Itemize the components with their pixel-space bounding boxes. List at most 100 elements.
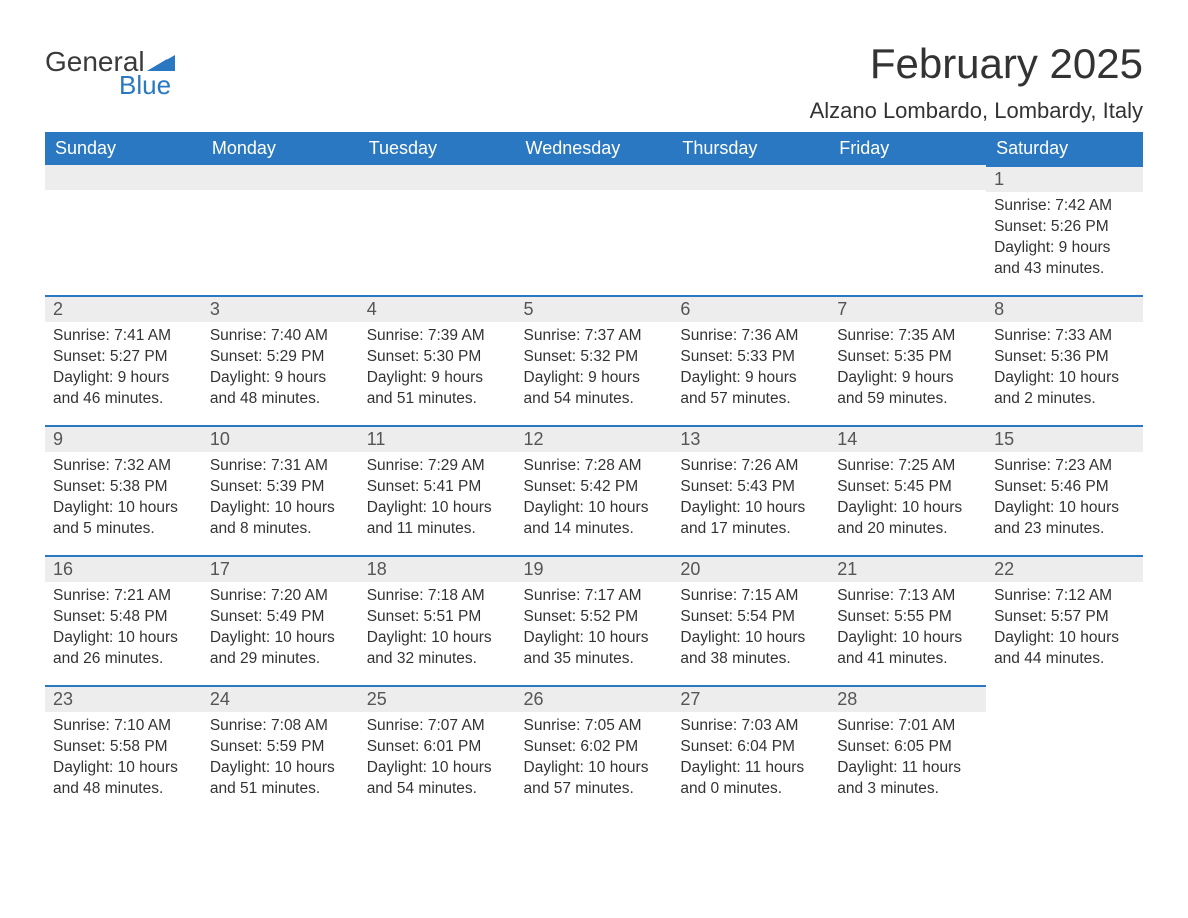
day-body: Sunrise: 7:10 AMSunset: 5:58 PMDaylight:…: [45, 712, 202, 810]
calendar-cell: 3Sunrise: 7:40 AMSunset: 5:29 PMDaylight…: [202, 295, 359, 425]
calendar-cell: 22Sunrise: 7:12 AMSunset: 5:57 PMDayligh…: [986, 555, 1143, 685]
day-wrap: [202, 165, 359, 190]
day-wrap: 1Sunrise: 7:42 AMSunset: 5:26 PMDaylight…: [986, 165, 1143, 290]
sunset-line: Sunset: 5:32 PM: [524, 347, 665, 368]
sunset-line: Sunset: 5:36 PM: [994, 347, 1135, 368]
sunset-line: Sunset: 5:55 PM: [837, 607, 978, 628]
day-body: Sunrise: 7:26 AMSunset: 5:43 PMDaylight:…: [672, 452, 829, 550]
day-number: 2: [45, 297, 202, 322]
day-number: 18: [359, 557, 516, 582]
day-body: Sunrise: 7:03 AMSunset: 6:04 PMDaylight:…: [672, 712, 829, 810]
day-number: 28: [829, 687, 986, 712]
day-body: Sunrise: 7:20 AMSunset: 5:49 PMDaylight:…: [202, 582, 359, 680]
day-wrap: 21Sunrise: 7:13 AMSunset: 5:55 PMDayligh…: [829, 555, 986, 680]
daylight-line: Daylight: 10 hours and 32 minutes.: [367, 628, 508, 670]
daylight-line: Daylight: 9 hours and 54 minutes.: [524, 368, 665, 410]
day-wrap: 26Sunrise: 7:05 AMSunset: 6:02 PMDayligh…: [516, 685, 673, 810]
calendar-cell: 14Sunrise: 7:25 AMSunset: 5:45 PMDayligh…: [829, 425, 986, 555]
day-body: Sunrise: 7:29 AMSunset: 5:41 PMDaylight:…: [359, 452, 516, 550]
sunrise-line: Sunrise: 7:36 AM: [680, 326, 821, 347]
calendar-cell: [986, 685, 1143, 815]
daylight-line: Daylight: 11 hours and 0 minutes.: [680, 758, 821, 800]
sunset-line: Sunset: 5:51 PM: [367, 607, 508, 628]
calendar-cell: 21Sunrise: 7:13 AMSunset: 5:55 PMDayligh…: [829, 555, 986, 685]
day-number: 17: [202, 557, 359, 582]
sunset-line: Sunset: 6:02 PM: [524, 737, 665, 758]
day-number: 23: [45, 687, 202, 712]
day-wrap: 4Sunrise: 7:39 AMSunset: 5:30 PMDaylight…: [359, 295, 516, 420]
sunset-line: Sunset: 5:30 PM: [367, 347, 508, 368]
day-number: 12: [516, 427, 673, 452]
day-body: Sunrise: 7:39 AMSunset: 5:30 PMDaylight:…: [359, 322, 516, 420]
weekday-header: Tuesday: [359, 132, 516, 165]
calendar-cell: 1Sunrise: 7:42 AMSunset: 5:26 PMDaylight…: [986, 165, 1143, 295]
day-number: 22: [986, 557, 1143, 582]
day-wrap: 24Sunrise: 7:08 AMSunset: 5:59 PMDayligh…: [202, 685, 359, 810]
title-block: February 2025 Alzano Lombardo, Lombardy,…: [810, 40, 1143, 124]
day-wrap: 27Sunrise: 7:03 AMSunset: 6:04 PMDayligh…: [672, 685, 829, 810]
sunset-line: Sunset: 5:58 PM: [53, 737, 194, 758]
sunset-line: Sunset: 5:35 PM: [837, 347, 978, 368]
day-wrap: 10Sunrise: 7:31 AMSunset: 5:39 PMDayligh…: [202, 425, 359, 550]
day-body: Sunrise: 7:40 AMSunset: 5:29 PMDaylight:…: [202, 322, 359, 420]
calendar-cell: 4Sunrise: 7:39 AMSunset: 5:30 PMDaylight…: [359, 295, 516, 425]
sunset-line: Sunset: 5:41 PM: [367, 477, 508, 498]
calendar-cell: 19Sunrise: 7:17 AMSunset: 5:52 PMDayligh…: [516, 555, 673, 685]
day-body: Sunrise: 7:07 AMSunset: 6:01 PMDaylight:…: [359, 712, 516, 810]
daylight-line: Daylight: 10 hours and 2 minutes.: [994, 368, 1135, 410]
daylight-line: Daylight: 9 hours and 43 minutes.: [994, 238, 1135, 280]
day-number: 10: [202, 427, 359, 452]
calendar-header-row: SundayMondayTuesdayWednesdayThursdayFrid…: [45, 132, 1143, 165]
daylight-line: Daylight: 10 hours and 48 minutes.: [53, 758, 194, 800]
sunrise-line: Sunrise: 7:15 AM: [680, 586, 821, 607]
daylight-line: Daylight: 9 hours and 48 minutes.: [210, 368, 351, 410]
day-wrap: 9Sunrise: 7:32 AMSunset: 5:38 PMDaylight…: [45, 425, 202, 550]
daylight-line: Daylight: 10 hours and 35 minutes.: [524, 628, 665, 670]
day-number: [516, 165, 673, 190]
sunset-line: Sunset: 5:39 PM: [210, 477, 351, 498]
calendar-cell: 15Sunrise: 7:23 AMSunset: 5:46 PMDayligh…: [986, 425, 1143, 555]
day-number: 21: [829, 557, 986, 582]
day-wrap: 18 Sunrise: 7:18 AMSunset: 5:51 PMDayligh…: [359, 555, 516, 680]
calendar-row: 2Sunrise: 7:41 AMSunset: 5:27 PMDaylight…: [45, 295, 1143, 425]
day-body: Sunrise: 7:28 AMSunset: 5:42 PMDaylight:…: [516, 452, 673, 550]
day-number: 5: [516, 297, 673, 322]
daylight-line: Daylight: 10 hours and 29 minutes.: [210, 628, 351, 670]
sunset-line: Sunset: 5:57 PM: [994, 607, 1135, 628]
sunset-line: Sunset: 6:05 PM: [837, 737, 978, 758]
sunrise-line: Sunrise: 7:42 AM: [994, 196, 1135, 217]
day-number: 9: [45, 427, 202, 452]
day-wrap: 20Sunrise: 7:15 AMSunset: 5:54 PMDayligh…: [672, 555, 829, 680]
day-wrap: 14Sunrise: 7:25 AMSunset: 5:45 PMDayligh…: [829, 425, 986, 550]
brand-word2: Blue: [119, 70, 175, 101]
day-wrap: [516, 165, 673, 190]
day-wrap: 5Sunrise: 7:37 AMSunset: 5:32 PMDaylight…: [516, 295, 673, 420]
weekday-header: Friday: [829, 132, 986, 165]
daylight-line: Daylight: 10 hours and 38 minutes.: [680, 628, 821, 670]
day-body: Sunrise: 7:33 AMSunset: 5:36 PMDaylight:…: [986, 322, 1143, 420]
calendar-cell: 8Sunrise: 7:33 AMSunset: 5:36 PMDaylight…: [986, 295, 1143, 425]
brand-triangle-icon: [147, 53, 175, 71]
sunset-line: Sunset: 5:29 PM: [210, 347, 351, 368]
sunrise-line: Sunrise: 7:13 AM: [837, 586, 978, 607]
sunset-line: Sunset: 5:38 PM: [53, 477, 194, 498]
day-number: 25: [359, 687, 516, 712]
day-wrap: [45, 165, 202, 190]
day-wrap: 25Sunrise: 7:07 AMSunset: 6:01 PMDayligh…: [359, 685, 516, 810]
day-body: Sunrise: 7:01 AMSunset: 6:05 PMDaylight:…: [829, 712, 986, 810]
day-wrap: 7Sunrise: 7:35 AMSunset: 5:35 PMDaylight…: [829, 295, 986, 420]
sunrise-line: Sunrise: 7:28 AM: [524, 456, 665, 477]
sunrise-line: Sunrise: 7:18 AM: [367, 586, 508, 607]
daylight-line: Daylight: 9 hours and 57 minutes.: [680, 368, 821, 410]
day-wrap: [672, 165, 829, 190]
day-wrap: 13Sunrise: 7:26 AMSunset: 5:43 PMDayligh…: [672, 425, 829, 550]
calendar-cell: 16Sunrise: 7:21 AMSunset: 5:48 PMDayligh…: [45, 555, 202, 685]
day-number: [359, 165, 516, 190]
day-body: Sunrise: 7:08 AMSunset: 5:59 PMDaylight:…: [202, 712, 359, 810]
sunrise-line: Sunrise: 7:17 AM: [524, 586, 665, 607]
sunset-line: Sunset: 5:27 PM: [53, 347, 194, 368]
day-number: [45, 165, 202, 190]
location: Alzano Lombardo, Lombardy, Italy: [810, 98, 1143, 124]
calendar-cell: [202, 165, 359, 295]
day-wrap: 23Sunrise: 7:10 AMSunset: 5:58 PMDayligh…: [45, 685, 202, 810]
